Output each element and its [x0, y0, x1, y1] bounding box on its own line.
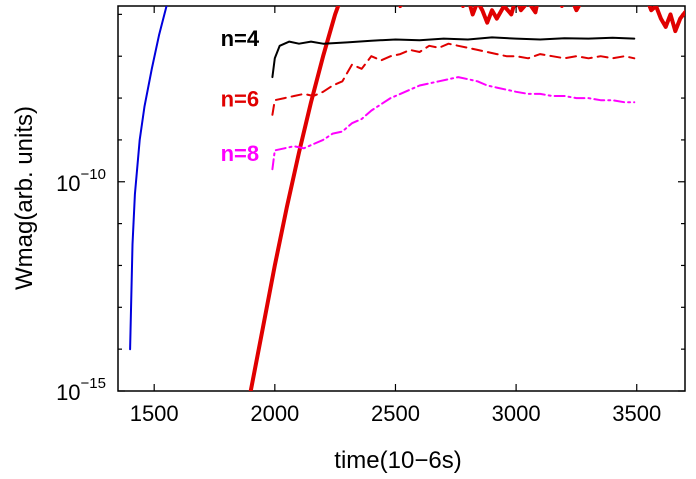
x-tick-label-3500: 3500: [612, 401, 661, 426]
x-tick-label-2000: 2000: [250, 401, 299, 426]
annotations: n=2,(RMP,80kAt)n=6 w/o RMPn=4n=6n=8: [221, 26, 260, 166]
plot-frame: [117, 5, 686, 392]
x-tick-label-2500: 2500: [371, 401, 420, 426]
y-tick-label-10−15: 10−15: [56, 375, 106, 405]
annotation-n-4: n=4: [221, 26, 260, 51]
x-tick-label-3000: 3000: [492, 401, 541, 426]
series-line-n-8: [271, 76, 636, 171]
series-line-n-6-w-o-rmp: [248, 6, 685, 391]
series-group: [129, 6, 685, 391]
x-tick-label-1500: 1500: [130, 401, 179, 426]
annotation-n-6: n=6: [221, 86, 260, 111]
y-tick-label-10−10: 10−10: [56, 166, 106, 196]
y-axis-label: Wmag(arb. units): [11, 106, 38, 290]
x-axis-label: time(10−6s): [334, 447, 461, 474]
series-line-n-4: [271, 36, 636, 79]
annotation-n-8: n=8: [221, 141, 260, 166]
series-line-n-6: [271, 42, 636, 116]
series-line-n-2-rmp-80kat-: [129, 6, 168, 351]
